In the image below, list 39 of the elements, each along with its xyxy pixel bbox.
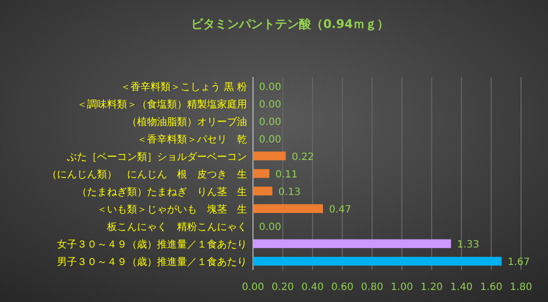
data-label: 0.00 <box>259 134 282 146</box>
x-tick-label: 1.40 <box>450 282 473 293</box>
bar <box>253 152 286 160</box>
x-tick-label: 0.60 <box>331 282 354 293</box>
y-tick-label: ＜香辛料類＞こしょう 黒 粉 <box>120 80 247 93</box>
data-label: 0.11 <box>275 170 298 180</box>
bar <box>253 256 502 266</box>
data-label: 0.47 <box>328 204 352 216</box>
bar <box>253 186 272 196</box>
x-tick-label: 1.60 <box>480 282 502 293</box>
data-label: 1.67 <box>508 257 530 268</box>
chart-title: ビタミンパントテン酸（0.94ｍｇ） <box>191 17 389 31</box>
y-tick-label: ＜いも類＞じゃがいも 塊茎 生 <box>97 204 247 216</box>
y-tick-label: ＜香辛料類＞パセリ 乾 <box>137 133 247 146</box>
x-tick-label: 0.20 <box>272 282 294 293</box>
y-tick-label: 女子３０～４９（歳）推進量／１食あたり <box>57 238 247 251</box>
x-tick-label: 0.40 <box>301 282 324 293</box>
x-tick-label: 1.20 <box>420 282 443 293</box>
data-label: 0.00 <box>259 222 282 234</box>
data-label: 1.33 <box>457 240 480 251</box>
y-tick-label: ぶた［ベーコン類］ショルダーベーコン <box>67 150 247 163</box>
y-tick-label: （植物油脂類）オリーブ油 <box>127 116 247 128</box>
bar <box>253 169 270 178</box>
data-label: 0.22 <box>292 152 314 163</box>
bar <box>253 204 323 213</box>
x-tick-label: 0.00 <box>242 282 264 293</box>
y-tick-label: 板こんにゃく 精粉こんにゃく <box>106 221 247 234</box>
y-tick-label: 男子３０～４９（歳）推進量／１食あたり <box>57 256 247 268</box>
data-label: 0.00 <box>259 99 282 110</box>
x-tick-label: 0.80 <box>360 282 384 293</box>
y-tick-label: ＜調味料類＞（食塩類）精製塩家庭用 <box>77 98 247 110</box>
x-tick-label: 1.80 <box>510 282 532 293</box>
y-tick-label: （にんじん類） にんじん 根 皮つき 生 <box>47 168 247 180</box>
y-tick-label: （たまねぎ類）たまねぎ りん茎 生 <box>77 186 247 198</box>
bar <box>253 239 452 248</box>
x-tick-label: 1.00 <box>390 282 414 293</box>
data-label: 0.00 <box>259 82 282 93</box>
data-label: 0.13 <box>278 187 301 198</box>
data-label: 0.00 <box>259 116 282 128</box>
